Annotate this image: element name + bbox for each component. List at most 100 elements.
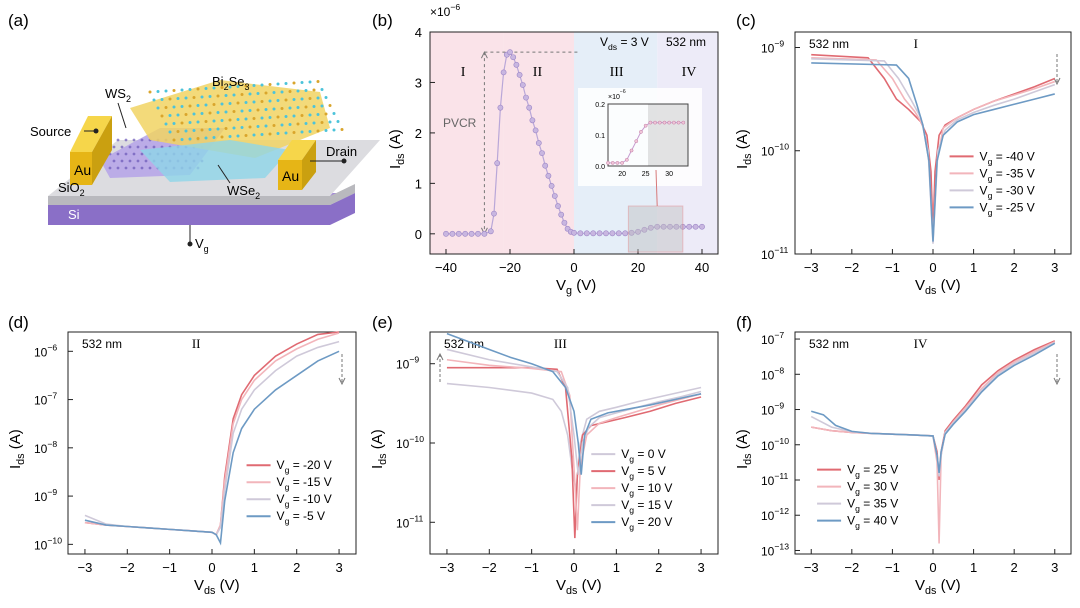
bi2se3-atom (252, 100, 256, 104)
bi2se3-atom (200, 128, 204, 132)
legend-label: Vg = 25 V (847, 463, 898, 480)
bi2se3-atom (196, 87, 200, 91)
data-point (542, 162, 549, 169)
bi2se3-atom (180, 121, 184, 125)
bi2se3-atom (276, 82, 280, 86)
legend-label: Vg = -10 V (277, 492, 332, 509)
bi2se3-atom (248, 109, 252, 112)
legend-label: Vg = 20 V (621, 515, 672, 532)
bi2se3-atom (236, 118, 240, 121)
bi2se3-atom (308, 113, 312, 117)
data-point (455, 230, 462, 237)
y-tick-label: 10−11 (396, 513, 424, 530)
region-label: IV (682, 65, 697, 80)
bi2se3-atom (180, 105, 184, 108)
y-tick-label: 10−10 (761, 142, 789, 159)
inset-y-tick-label: 0.0 (595, 164, 605, 171)
bi2se3-atom (332, 112, 336, 115)
bi2se3-atom (244, 117, 248, 121)
x-tick-label: −3 (804, 560, 819, 575)
gate-leader-dot (187, 241, 193, 247)
inset-point (672, 120, 676, 125)
chart-f: −3 −2 −1 0 1 2 3 10−7 10−8 10−9 10−10 10−11 10−12 10−… (734, 330, 1072, 597)
region-label: III (610, 65, 624, 80)
legend-label: Vg = -15 V (277, 475, 332, 492)
trend-arrow-head (436, 352, 444, 361)
bi2se3-atom (208, 128, 212, 131)
x-tick-label: 2 (293, 560, 300, 575)
legend-label: Vg = 10 V (621, 481, 672, 498)
bi2se3-lattice-dots (148, 80, 344, 142)
ws2-atom (136, 145, 140, 149)
inset-point (606, 161, 610, 165)
bi2se3-atom (216, 94, 220, 98)
bi2se3-atom (172, 105, 176, 109)
inset-y-tick-label: 0.2 (595, 102, 605, 109)
bi2se3-atom (192, 112, 196, 116)
data-point (699, 223, 705, 230)
legend-label: Vg = 15 V (621, 498, 672, 515)
legend-label: Vg = -40 V (980, 149, 1035, 166)
y-tick-label: 10−7 (761, 330, 784, 347)
x-tick-label: −2 (482, 560, 497, 575)
y-tick-label: 10−12 (761, 506, 789, 523)
bi2se3-atom (264, 124, 268, 128)
bi2se3-atom (204, 103, 208, 107)
bi2se3-atom (156, 106, 160, 110)
ws2-atom (140, 166, 144, 170)
bi2se3-atom (208, 95, 212, 98)
bi2se3-atom (228, 85, 232, 89)
data-point (487, 228, 494, 235)
data-point (500, 69, 507, 76)
data-point (529, 117, 536, 124)
bi2se3-atom (312, 105, 316, 108)
y-tick-label: 10−10 (761, 436, 789, 453)
bi2se3-atom (172, 122, 176, 125)
y-tick-label: 10−11 (761, 245, 789, 262)
data-point (558, 211, 565, 218)
inset-point (639, 130, 643, 134)
bi2se3-atom (164, 122, 168, 126)
bi2se3-atom (332, 128, 336, 132)
bi2se3-atom (188, 88, 192, 91)
ws2-atom (128, 145, 132, 149)
y-tick-label: 10−9 (761, 38, 784, 55)
data-point (535, 140, 542, 146)
y-tick-label: 10−8 (761, 365, 784, 382)
bi2se3-atom (284, 82, 288, 85)
series-line (811, 342, 1056, 474)
inset-y-tick-label: 0.1 (595, 133, 605, 140)
ws2-atom (112, 159, 116, 163)
bi2se3-atom (308, 97, 312, 100)
sio2-layer-side (48, 184, 355, 205)
y-tick-label: 0 (415, 227, 422, 242)
bi2se3-atom (304, 89, 308, 92)
bi2se3-atom (204, 87, 208, 90)
ws2-atom (144, 145, 148, 149)
ws2-atom (124, 166, 128, 170)
ws2-atom (132, 166, 136, 170)
data-point (641, 226, 648, 233)
bi2se3-atom (204, 120, 208, 123)
bi2se3-atom (228, 102, 232, 105)
bi2se3-atom (320, 104, 324, 108)
bi2se3-atom (316, 129, 320, 133)
legend-label: Vg = 5 V (621, 464, 666, 481)
bi2se3-atom (168, 114, 172, 117)
data-point (481, 230, 488, 237)
ws2-atom (136, 159, 140, 163)
bi2se3-atom (292, 131, 296, 134)
bi2se3-atom (312, 88, 316, 92)
legend-label: Vg = 35 V (847, 497, 898, 514)
data-point (609, 230, 616, 237)
inset-point (643, 123, 648, 128)
series-line (811, 58, 1056, 244)
region-band (430, 32, 504, 254)
y-tick-label: 10−13 (761, 541, 789, 558)
bi2se3-atom (324, 96, 328, 99)
bi2se3-atom (200, 95, 204, 99)
bi2se3-atom (160, 114, 164, 118)
data-point (449, 230, 456, 237)
bi2se3-atom (184, 96, 188, 100)
